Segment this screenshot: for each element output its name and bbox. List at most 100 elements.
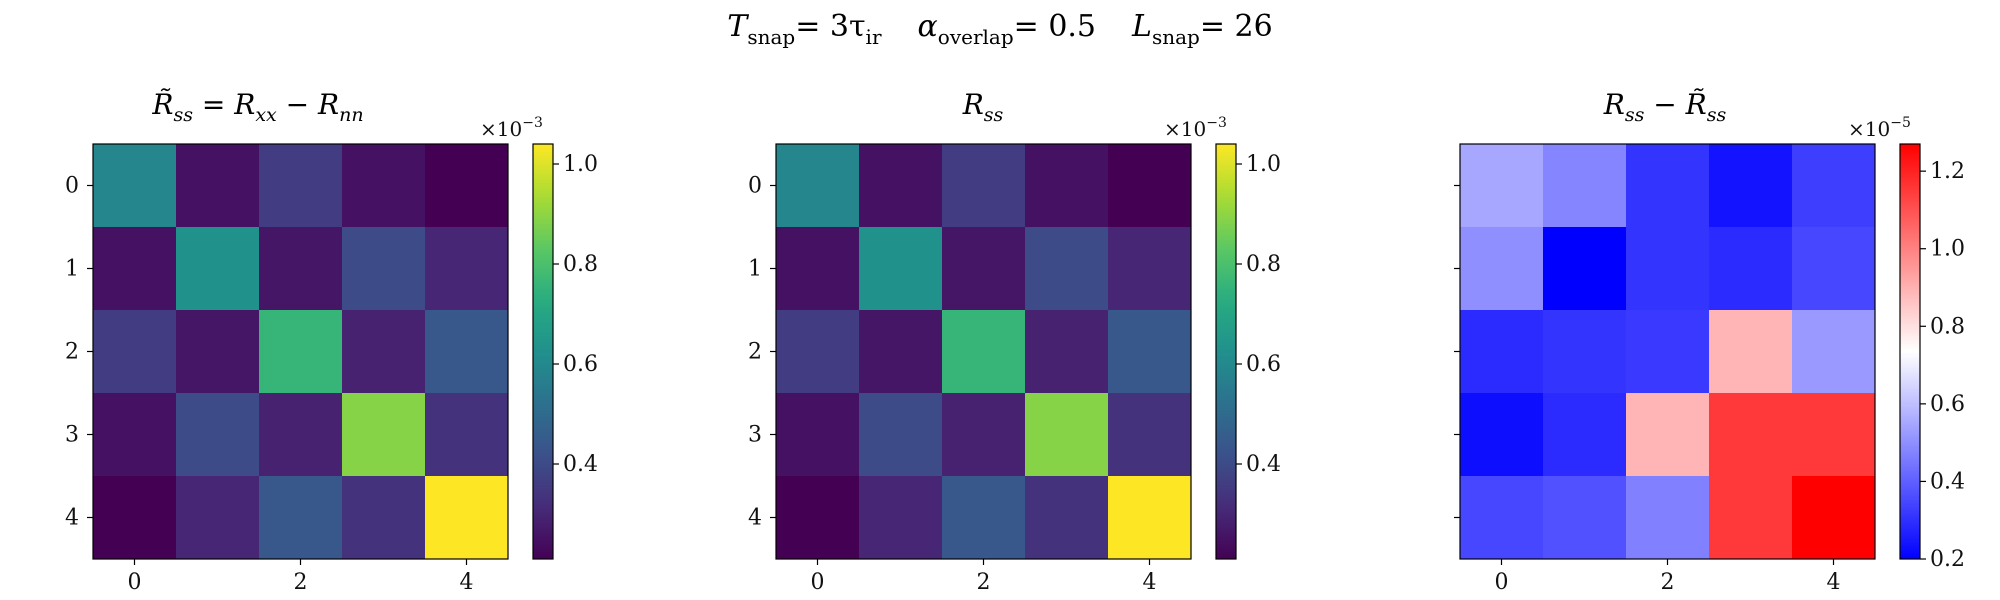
heatmap-panel-2: 0 2 4 (1454, 143, 1876, 595)
heatmap-cell (1025, 310, 1109, 394)
x-tick-label: 2 (294, 570, 308, 595)
heatmap-cell (1709, 227, 1793, 311)
colorbar-tick-label: 0.2 (1930, 547, 1965, 572)
heatmap-cell (1460, 144, 1544, 228)
heatmap-cell (1108, 227, 1192, 311)
panel-2-title: Rss − R̃ss (1603, 88, 1727, 126)
heatmap-cell (1626, 476, 1710, 560)
colorbar-1-exponent: ×10−3 (1164, 115, 1227, 141)
heatmap-cell (1543, 310, 1627, 394)
heatmap-cell (425, 393, 509, 477)
x-tick-label: 4 (460, 570, 474, 595)
colorbar-1: 0.4 0.6 0.8 1.0 (1215, 143, 1281, 560)
x-tick-label: 4 (1827, 570, 1841, 595)
heatmap-cell (1108, 310, 1192, 394)
heatmap-cell (1460, 476, 1544, 560)
x-tick-label: 0 (811, 570, 825, 595)
heatmap-cell (1792, 476, 1876, 560)
x-tick-label: 0 (1495, 570, 1509, 595)
y-tick-label: 2 (748, 340, 762, 365)
heatmap-cell (259, 227, 343, 311)
heatmap-cell (1543, 227, 1627, 311)
panel-0-title-r2: R (233, 88, 255, 121)
heatmap-cell (259, 476, 343, 560)
x-tick-label: 4 (1143, 570, 1157, 595)
heatmap-cell (259, 310, 343, 394)
panel-0-title-r2-sub: xx (255, 104, 277, 126)
heatmap-cell (776, 144, 860, 228)
colorbar-2: 0.2 0.4 0.6 0.8 1.0 1.2 (1899, 143, 1965, 572)
suptitle-l-val: = 26 (1200, 9, 1273, 44)
heatmap-cell (859, 144, 943, 228)
heatmap-cell (1108, 393, 1192, 477)
colorbar-tick-label: 1.0 (563, 152, 598, 177)
heatmap-cell (93, 144, 177, 228)
heatmap-cell (342, 310, 426, 394)
heatmap-cell (1025, 393, 1109, 477)
heatmap-cell (176, 476, 260, 560)
suptitle-t-val: = 3τ (795, 9, 865, 44)
colorbar-tick-label: 0.6 (1930, 392, 1965, 417)
heatmap-cell (776, 310, 860, 394)
colorbar-0-exponent: ×10−3 (480, 115, 543, 141)
heatmap-cell (176, 227, 260, 311)
heatmap-cell (342, 144, 426, 228)
heatmap-cell (1626, 393, 1710, 477)
y-tick-label: 2 (65, 340, 79, 365)
heatmap-cell (93, 227, 177, 311)
heatmap-cell (776, 227, 860, 311)
heatmap-cell (859, 393, 943, 477)
suptitle-t-sub: snap (747, 25, 795, 49)
heatmap-cell (1460, 227, 1544, 311)
panel-2-title-r2: R̃ (1685, 88, 1707, 121)
colorbar-tick-label: 1.0 (1930, 237, 1965, 262)
y-tick-label: 0 (65, 174, 79, 199)
heatmap-cell (942, 227, 1026, 311)
suptitle-a-sub: overlap (938, 25, 1014, 49)
suptitle-t-var: T (727, 9, 749, 44)
heatmap-cell (1460, 393, 1544, 477)
heatmap-cell (1108, 144, 1192, 228)
x-tick-label: 0 (128, 570, 142, 595)
heatmap-cell (176, 393, 260, 477)
heatmap-cell (942, 476, 1026, 560)
panel-1-title-r1: R (962, 88, 984, 121)
panel-0-title-minus: − (277, 88, 318, 121)
colorbar-tick-label: 1.0 (1246, 152, 1281, 177)
heatmap-cell (859, 476, 943, 560)
heatmap-cell (93, 393, 177, 477)
colorbar-tick-label: 0.8 (1246, 252, 1281, 277)
heatmap-cell (1460, 310, 1544, 394)
heatmap-cell (425, 144, 509, 228)
panel-0-title-r1: R̃ (151, 88, 173, 121)
heatmap-cell (425, 476, 509, 560)
panel-0-title: R̃ss = Rxx − Rnn (151, 88, 363, 126)
colorbar-2-exponent-base: ×10 (1848, 117, 1890, 141)
heatmap-cell (1543, 144, 1627, 228)
heatmap-cell (1792, 310, 1876, 394)
suptitle-l-sub: snap (1152, 25, 1200, 49)
colorbar-tick-label: 0.6 (563, 352, 598, 377)
y-tick-label: 1 (65, 257, 79, 282)
heatmap-cell (1709, 144, 1793, 228)
colorbar-2-exponent: ×10−5 (1848, 115, 1911, 141)
heatmap-cell (93, 476, 177, 560)
heatmap-cell (1543, 476, 1627, 560)
panel-2-title-r1-sub: ss (1625, 104, 1645, 126)
heatmap-cell (1792, 227, 1876, 311)
heatmap-cell (1792, 393, 1876, 477)
y-tick-label: 1 (748, 257, 762, 282)
colorbar-1-exponent-power: −3 (1206, 115, 1227, 131)
heatmap-cell (1626, 144, 1710, 228)
panel-2-title-r2-sub: ss (1707, 104, 1727, 126)
colorbar-0-exponent-power: −3 (522, 115, 543, 131)
panel-0-title-r1-sub: ss (173, 104, 193, 126)
colorbar-tick-label: 0.8 (1930, 314, 1965, 339)
heatmap-cell (259, 393, 343, 477)
heatmap-cell (176, 144, 260, 228)
colorbar-tick-label: 0.4 (1930, 469, 1965, 494)
panel-1-title-r1-sub: ss (984, 104, 1004, 126)
heatmap-cell (1543, 393, 1627, 477)
heatmap-cell (1709, 310, 1793, 394)
heatmap-cell (259, 144, 343, 228)
